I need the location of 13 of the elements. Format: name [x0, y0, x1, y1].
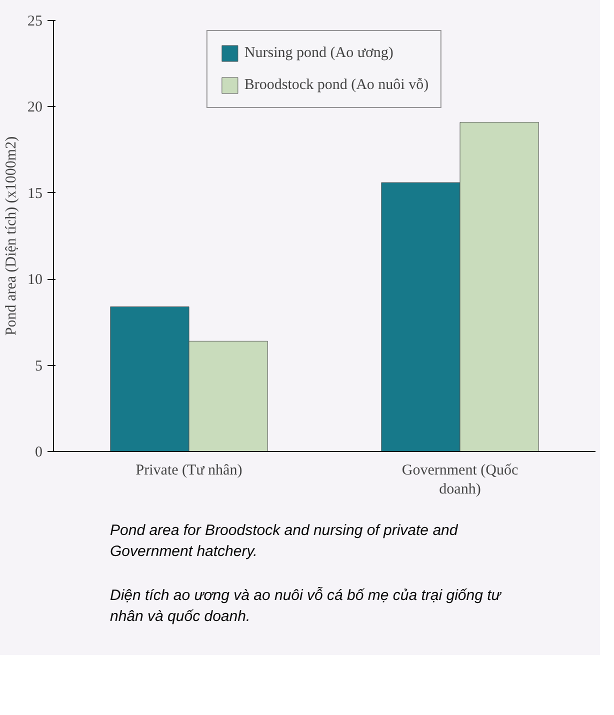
y-tick-label: 0	[35, 444, 42, 460]
x-tick-label: Government (Quốc doanh)	[402, 462, 518, 498]
y-tick-label: 5	[35, 358, 42, 374]
y-tick-label: 25	[28, 14, 42, 30]
legend-label: Broodstock pond (Ao nuôi vỗ)	[244, 76, 429, 94]
y-tick-label: 10	[28, 272, 42, 288]
y-tick-label: 15	[28, 186, 42, 202]
x-tick-label: Private (Tư nhân)	[136, 462, 242, 478]
y-axis-title: Pond area (Diện tích) (x1000m2)	[4, 136, 20, 336]
text: Pond area for Broodstock and nursing of private and Government hatchery.	[110, 521, 459, 562]
text: Diện tích ao ương và ao nuôi vỗ cá bố mẹ của trại giống tư nhân và quốc doanh.	[110, 586, 502, 628]
y-tick-label: 20	[28, 100, 42, 116]
legend-label: Nursing pond (Ao ương)	[244, 44, 394, 62]
